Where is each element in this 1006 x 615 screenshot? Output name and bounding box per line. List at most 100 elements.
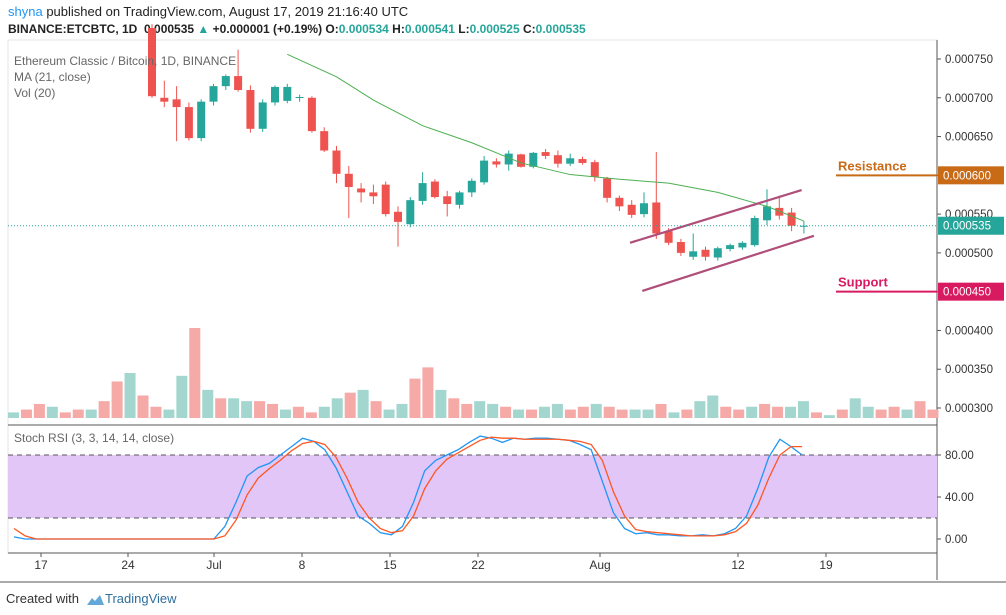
candle-body — [148, 27, 156, 97]
volume-bar — [305, 412, 317, 418]
volume-bar — [681, 409, 693, 418]
volume-bar — [785, 406, 796, 418]
candle-body — [541, 152, 550, 156]
volume-bar — [241, 401, 253, 418]
volume-bar — [616, 409, 628, 418]
tradingview-logo[interactable]: TradingView — [83, 591, 177, 606]
candle-body — [529, 152, 538, 167]
candle-body — [517, 154, 525, 167]
volume-bar — [124, 373, 136, 418]
candle-body — [184, 107, 193, 139]
volume-bar — [655, 403, 667, 418]
candle-body — [664, 231, 673, 243]
channel-line — [641, 234, 815, 292]
volume-bars — [8, 328, 939, 418]
candle-body — [504, 153, 513, 165]
high-label: H: — [392, 22, 405, 36]
volume-bar — [254, 401, 266, 418]
candle-body — [787, 212, 796, 226]
candle-body — [307, 97, 316, 132]
volume-bar — [111, 381, 123, 418]
volume-bar — [396, 403, 408, 418]
volume-bar — [72, 409, 84, 418]
stoch-rsi-pane: 80.00 40.00 0.00 — [8, 435, 974, 546]
volume-bar — [720, 406, 732, 418]
volume-bar — [603, 406, 615, 418]
volume-bar — [694, 401, 706, 418]
volume-bar — [370, 401, 382, 418]
open-value: 0.000534 — [338, 22, 389, 36]
candle-body — [750, 217, 759, 246]
volume-bar — [823, 415, 835, 418]
close-value: 0.000535 — [535, 22, 586, 36]
volume-bar — [33, 403, 45, 418]
volume-bar — [163, 409, 175, 418]
volume-bar — [202, 389, 214, 418]
price-tick-label: 0.000350 — [945, 364, 993, 376]
price-change: +0.000001 (+0.19%) — [212, 22, 323, 36]
rsi-tick-label: 80.00 — [945, 450, 974, 462]
volume-bar — [422, 367, 434, 418]
volume-bar — [526, 409, 537, 418]
candle-body — [566, 158, 575, 164]
volume-bar — [797, 401, 809, 418]
volume-bar — [707, 395, 719, 418]
volume-bar — [176, 375, 188, 418]
ma-legend: MA (21, close) — [14, 70, 91, 84]
volume-bar — [810, 412, 822, 418]
candle-body — [553, 155, 562, 164]
volume-bar — [914, 401, 926, 418]
candle-body — [455, 192, 464, 205]
candles — [148, 24, 808, 261]
candle-body — [676, 242, 685, 253]
volume-bar — [448, 398, 460, 418]
candle-body — [160, 97, 169, 102]
candle-body — [578, 159, 587, 163]
volume-bar — [564, 409, 576, 418]
stoch-rsi-d-line — [13, 436, 803, 540]
ohlc-bar: BINANCE:ETCBTC, 1D 0.000535 ▲ +0.000001 … — [8, 22, 586, 36]
low-label: L: — [458, 22, 470, 36]
volume-bar — [357, 389, 369, 418]
price-axis: 0.0007500.0007000.0006500.0006000.000550… — [937, 54, 1004, 415]
support-price-badge-text: 0.000450 — [943, 287, 991, 299]
candle-body — [271, 86, 279, 103]
volume-bar — [8, 412, 19, 418]
candle-body — [357, 188, 366, 193]
candle-body — [603, 178, 612, 198]
price-tick-label: 0.000650 — [945, 132, 993, 144]
volume-legend: Vol (20) — [14, 86, 56, 100]
chart-legend-title: Ethereum Classic / Bitcoin, 1D, BINANCE — [14, 54, 237, 68]
channel-line — [629, 189, 802, 244]
price-tick-label: 0.000700 — [945, 93, 993, 105]
candle-body — [430, 181, 439, 198]
candle-body — [320, 131, 329, 151]
time-tick-label: Jul — [206, 558, 221, 572]
author-name[interactable]: shyna — [8, 4, 43, 19]
volume-bar — [215, 398, 227, 418]
candle-body — [381, 184, 390, 215]
candle-body — [209, 86, 218, 102]
candle-body — [221, 76, 230, 87]
volume-bar — [331, 398, 343, 418]
publish-info: shyna published on TradingView.com, Augu… — [8, 4, 408, 19]
candle-body — [197, 101, 206, 139]
volume-bar — [513, 409, 525, 418]
low-value: 0.000525 — [469, 22, 520, 36]
candle-body — [713, 248, 722, 258]
volume-bar — [150, 406, 162, 418]
volume-bar — [46, 406, 58, 418]
volume-bar — [901, 409, 913, 418]
volume-bar — [279, 409, 291, 418]
candle-body — [627, 204, 636, 215]
rsi-band — [8, 455, 937, 518]
candle-body — [332, 150, 341, 174]
candle-body — [418, 183, 427, 201]
candle-body — [295, 97, 304, 99]
ma-21-line — [287, 53, 805, 222]
volume-bar — [98, 401, 110, 418]
volume-bar — [759, 403, 771, 418]
candle-body — [246, 90, 255, 129]
volume-bar — [474, 401, 486, 418]
